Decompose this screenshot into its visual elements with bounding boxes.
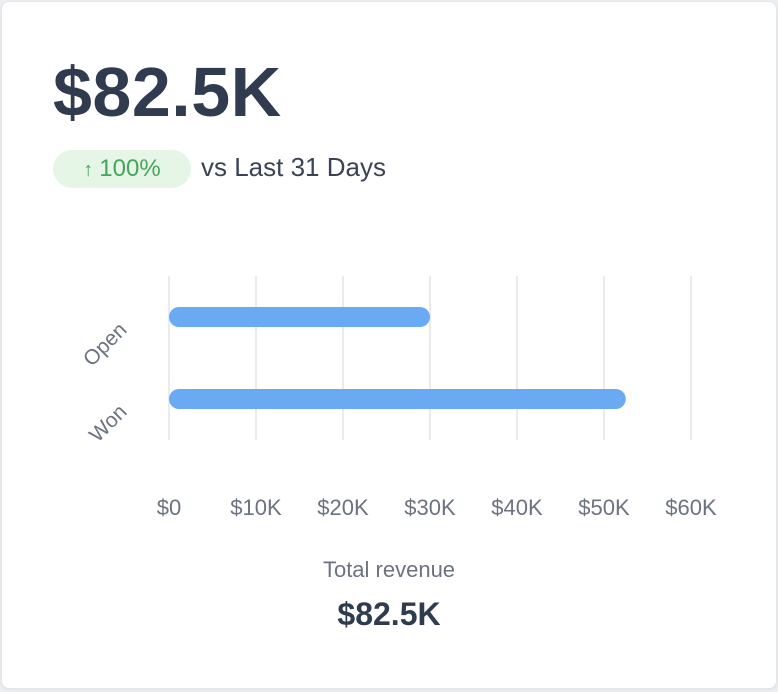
grid-lines xyxy=(168,276,692,440)
bars xyxy=(169,307,626,409)
bar-won[interactable] xyxy=(169,389,626,409)
x-tick-label: $20K xyxy=(317,495,369,520)
change-badge: ↑ 100% xyxy=(53,150,191,188)
y-axis-labels: Open Won xyxy=(79,318,132,447)
x-tick-label: $30K xyxy=(404,495,456,520)
revenue-bar-chart: Open Won $0 $10K $20K $30K $40K $50K $60K xyxy=(79,276,717,520)
arrow-up-icon: ↑ xyxy=(83,159,94,181)
x-tick-label: $0 xyxy=(157,495,181,520)
x-tick-label: $50K xyxy=(578,495,630,520)
total-revenue-value: $82.5K xyxy=(337,596,441,632)
change-percent: 100% xyxy=(99,155,161,182)
x-tick-label: $60K xyxy=(665,495,717,520)
bar-open[interactable] xyxy=(169,307,430,327)
x-tick-label: $40K xyxy=(491,495,543,520)
y-tick-label: Won xyxy=(85,400,132,447)
y-tick-label: Open xyxy=(79,318,132,371)
x-axis-labels: $0 $10K $20K $30K $40K $50K $60K xyxy=(157,495,717,520)
x-tick-label: $10K xyxy=(230,495,282,520)
comparison-label: vs Last 31 Days xyxy=(201,152,386,182)
headline-value: $82.5K xyxy=(53,53,282,131)
total-revenue-label: Total revenue xyxy=(322,557,456,582)
